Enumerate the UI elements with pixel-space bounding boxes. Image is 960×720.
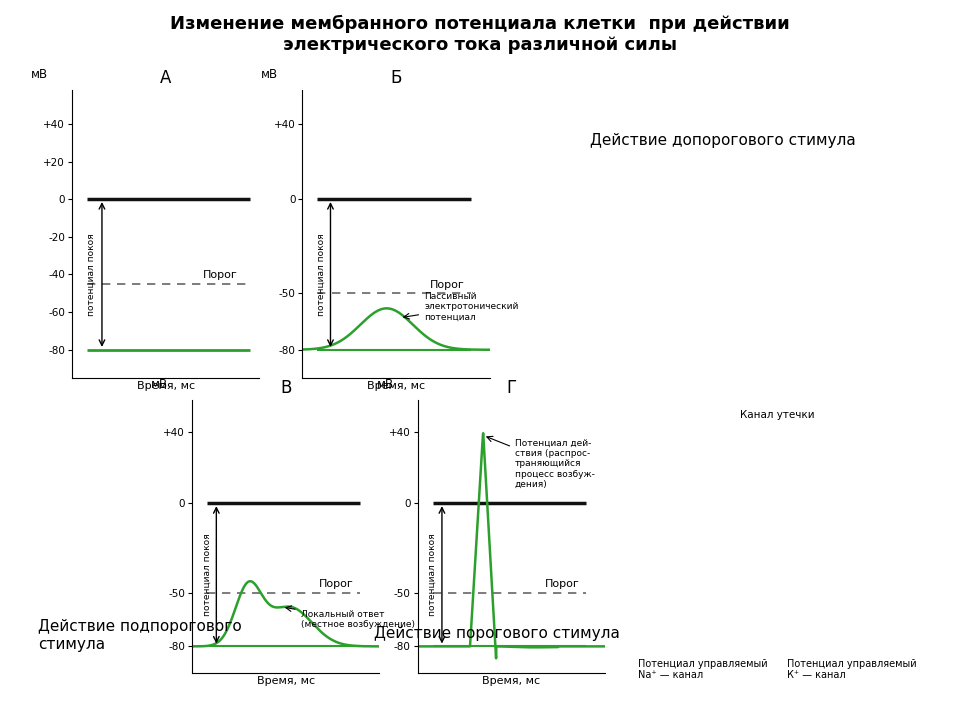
X-axis label: Время, мс: Время, мс <box>256 676 315 686</box>
Text: Канал утечки: Канал утечки <box>740 410 815 420</box>
Text: Порог: Порог <box>320 580 354 590</box>
Text: Потенциал дей-
ствия (распрос-
траняющийся
процесс возбуж-
дения): Потенциал дей- ствия (распрос- траняющий… <box>487 436 595 490</box>
Text: потенциал покоя: потенциал покоя <box>203 534 211 616</box>
Text: Действие допорогового стимула: Действие допорогового стимула <box>590 133 856 148</box>
Text: мВ: мВ <box>376 379 394 392</box>
Text: Действие порогового стимула: Действие порогового стимула <box>374 626 620 642</box>
Title: Б: Б <box>391 69 401 87</box>
Text: мВ: мВ <box>31 68 48 81</box>
Title: А: А <box>160 69 171 87</box>
Text: Порог: Порог <box>545 580 580 590</box>
X-axis label: Время, мс: Время, мс <box>136 381 195 391</box>
Text: Потенциал управляемый
К⁺ — канал: Потенциал управляемый К⁺ — канал <box>787 659 917 680</box>
Title: Г: Г <box>506 379 516 397</box>
Text: Изменение мембранного потенциала клетки  при действии: Изменение мембранного потенциала клетки … <box>170 14 790 32</box>
Text: потенциал покоя: потенциал покоя <box>428 534 437 616</box>
Text: Действие подпорогового
стимула: Действие подпорогового стимула <box>38 619 242 652</box>
Title: В: В <box>280 379 291 397</box>
Text: Локальный ответ
(местное возбуждение): Локальный ответ (местное возбуждение) <box>286 606 415 629</box>
Text: мВ: мВ <box>261 68 278 81</box>
Text: мВ: мВ <box>151 379 168 392</box>
X-axis label: Время, мс: Время, мс <box>367 381 425 391</box>
Text: потенциал покоя: потенциал покоя <box>317 233 325 316</box>
Text: потенциал покоя: потенциал покоя <box>87 233 96 316</box>
Text: электрического тока различной силы: электрического тока различной силы <box>283 36 677 54</box>
Text: Пассивный
электротонический
потенциал: Пассивный электротонический потенциал <box>404 292 518 321</box>
Text: Потенциал управляемый
Na⁺ — канал: Потенциал управляемый Na⁺ — канал <box>638 659 768 680</box>
X-axis label: Время, мс: Время, мс <box>482 676 540 686</box>
Text: Порог: Порог <box>430 279 465 289</box>
Text: Порог: Порог <box>204 270 238 280</box>
